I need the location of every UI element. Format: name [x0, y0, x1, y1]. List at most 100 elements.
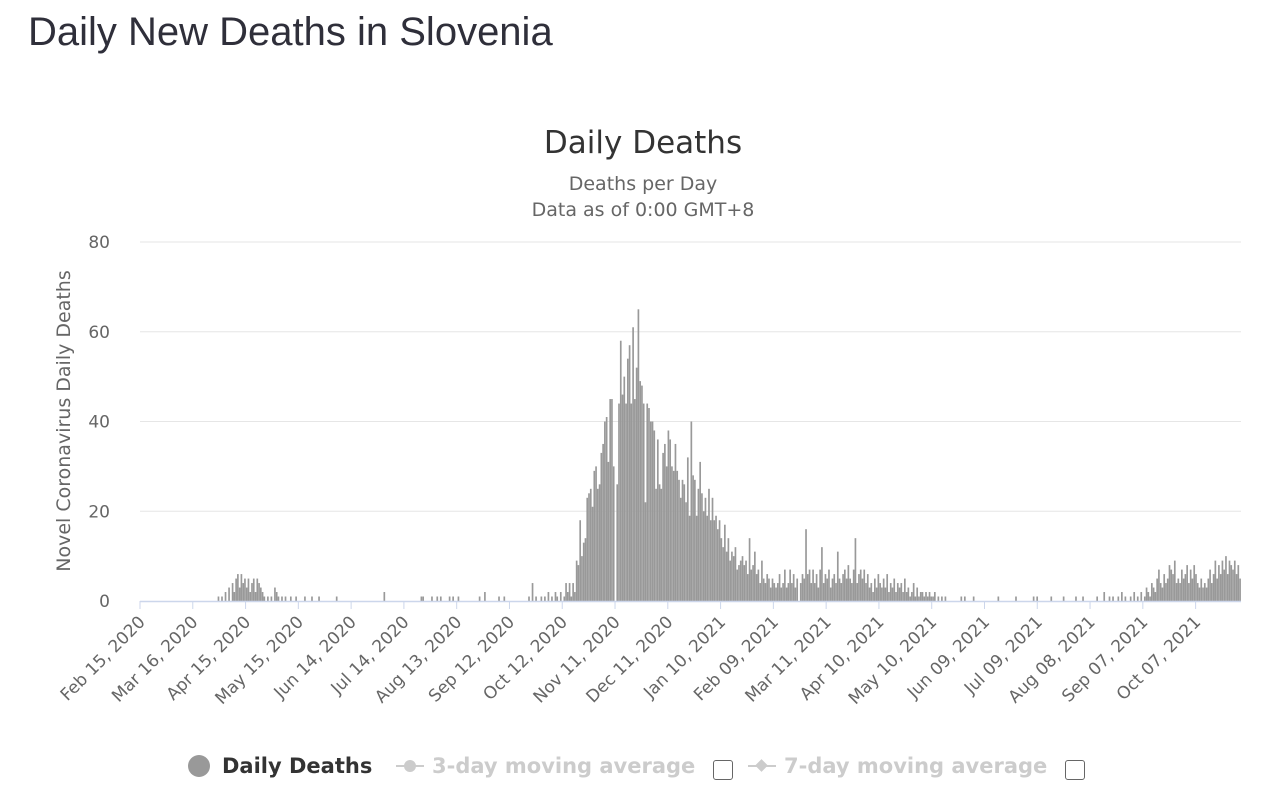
bar[interactable]	[824, 574, 827, 601]
bar[interactable]	[584, 538, 587, 601]
bar[interactable]	[254, 592, 257, 601]
bar[interactable]	[281, 596, 283, 601]
bar[interactable]	[478, 596, 481, 601]
bar[interactable]	[238, 587, 241, 601]
bar[interactable]	[690, 421, 693, 602]
bar[interactable]	[581, 556, 583, 602]
bar[interactable]	[662, 452, 664, 601]
bar[interactable]	[1198, 587, 1201, 601]
bar[interactable]	[635, 367, 638, 601]
bar[interactable]	[221, 596, 223, 601]
bar[interactable]	[748, 538, 751, 601]
bar[interactable]	[554, 592, 557, 601]
bar[interactable]	[886, 574, 889, 601]
bar[interactable]	[766, 574, 769, 601]
bar[interactable]	[944, 596, 947, 601]
bar[interactable]	[1211, 583, 1213, 601]
bar[interactable]	[960, 596, 963, 601]
bar[interactable]	[535, 596, 537, 601]
bar[interactable]	[1209, 569, 1211, 601]
bar[interactable]	[556, 596, 559, 601]
bar[interactable]	[1121, 592, 1123, 601]
bar[interactable]	[1129, 596, 1132, 601]
bar[interactable]	[579, 520, 582, 601]
bar[interactable]	[757, 569, 760, 601]
bar[interactable]	[1124, 596, 1127, 601]
bar[interactable]	[1216, 578, 1218, 601]
bar[interactable]	[572, 583, 574, 601]
bar[interactable]	[568, 583, 571, 601]
bar[interactable]	[637, 309, 640, 601]
bar[interactable]	[1193, 565, 1196, 601]
bar[interactable]	[692, 475, 694, 601]
bar[interactable]	[318, 596, 320, 601]
bar[interactable]	[812, 569, 814, 601]
bar[interactable]	[1239, 578, 1241, 601]
bar[interactable]	[893, 578, 896, 601]
bar[interactable]	[619, 340, 622, 601]
bar[interactable]	[1182, 578, 1185, 601]
bar[interactable]	[422, 596, 424, 601]
bar[interactable]	[270, 596, 273, 601]
bar[interactable]	[669, 439, 672, 601]
bar[interactable]	[688, 515, 691, 601]
bar[interactable]	[911, 592, 913, 601]
bar[interactable]	[810, 583, 813, 601]
bar[interactable]	[261, 592, 264, 601]
bar[interactable]	[835, 583, 837, 601]
bar[interactable]	[817, 587, 820, 601]
bar[interactable]	[884, 587, 887, 601]
bar[interactable]	[741, 556, 744, 602]
bar[interactable]	[858, 574, 860, 601]
bar[interactable]	[623, 376, 626, 602]
bar[interactable]	[745, 560, 747, 601]
bar[interactable]	[718, 520, 721, 601]
bar[interactable]	[754, 551, 756, 601]
bar[interactable]	[676, 470, 679, 601]
bar[interactable]	[616, 484, 619, 601]
bar[interactable]	[641, 385, 643, 601]
bar[interactable]	[1082, 596, 1084, 601]
bar[interactable]	[611, 399, 613, 601]
bar[interactable]	[861, 578, 864, 601]
bar[interactable]	[1233, 560, 1236, 601]
bar[interactable]	[701, 493, 703, 601]
bar[interactable]	[1036, 596, 1039, 601]
bar[interactable]	[847, 565, 850, 601]
bar[interactable]	[713, 520, 716, 601]
bar[interactable]	[963, 596, 966, 601]
bar[interactable]	[1181, 569, 1183, 601]
bar[interactable]	[1117, 596, 1120, 601]
bar[interactable]	[245, 587, 248, 601]
bar[interactable]	[646, 403, 649, 601]
bar[interactable]	[665, 466, 668, 602]
bar[interactable]	[896, 583, 899, 601]
bar[interactable]	[247, 578, 250, 601]
bar[interactable]	[628, 345, 631, 601]
bar[interactable]	[452, 596, 454, 601]
bar[interactable]	[634, 399, 636, 601]
bar[interactable]	[752, 565, 754, 601]
bar[interactable]	[720, 538, 723, 601]
bar[interactable]	[604, 421, 606, 602]
bar[interactable]	[829, 587, 832, 601]
bar[interactable]	[1152, 587, 1155, 601]
bar[interactable]	[826, 578, 829, 601]
bar[interactable]	[1205, 587, 1208, 601]
bar[interactable]	[877, 574, 880, 601]
bar[interactable]	[570, 596, 573, 601]
bar[interactable]	[667, 430, 670, 601]
bar[interactable]	[868, 587, 871, 601]
bar[interactable]	[563, 596, 566, 601]
bar[interactable]	[1175, 583, 1178, 601]
bar[interactable]	[997, 596, 1000, 601]
bar[interactable]	[799, 583, 802, 601]
bar[interactable]	[256, 578, 259, 601]
bar[interactable]	[699, 461, 701, 601]
bar[interactable]	[237, 574, 239, 601]
bar[interactable]	[574, 592, 576, 601]
bar[interactable]	[872, 592, 874, 601]
bar[interactable]	[618, 403, 620, 601]
bar[interactable]	[881, 587, 883, 601]
bar[interactable]	[439, 596, 442, 601]
